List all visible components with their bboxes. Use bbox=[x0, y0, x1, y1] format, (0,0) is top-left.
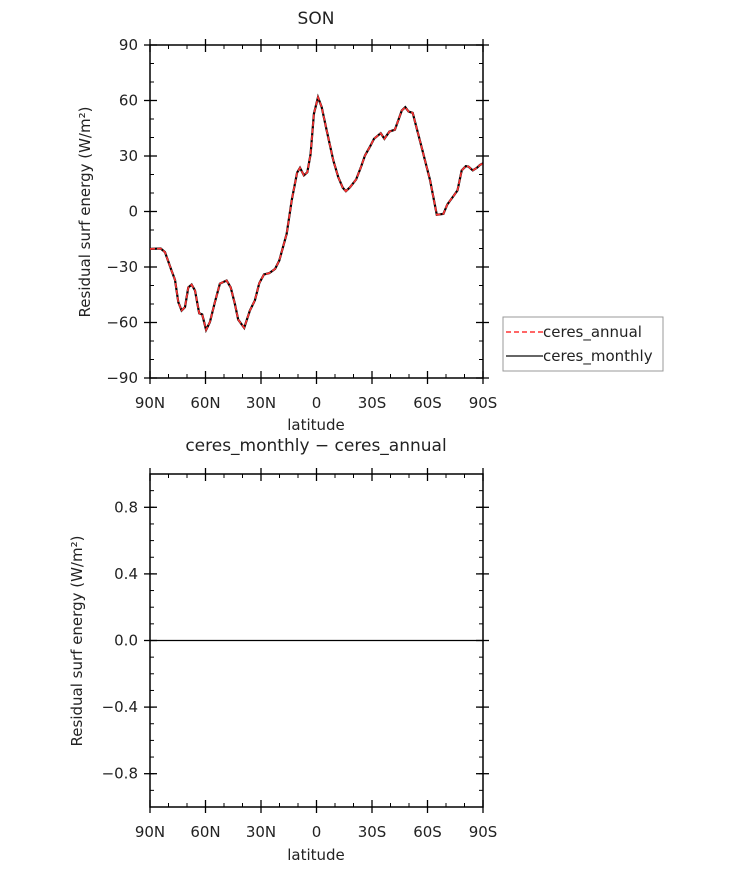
y-tick-label: 90 bbox=[119, 36, 138, 54]
y-tick-label: 0.4 bbox=[114, 565, 138, 583]
y-tick-label: −30 bbox=[106, 258, 138, 276]
x-tick-label: 0 bbox=[312, 823, 322, 841]
y-tick-label: 60 bbox=[119, 92, 138, 110]
x-tick-label: 30S bbox=[358, 823, 387, 841]
x-tick-label: 90N bbox=[135, 394, 165, 412]
legend: ceres_annual ceres_monthly bbox=[502, 316, 664, 372]
x-tick-label: 60S bbox=[413, 823, 442, 841]
top-chart-title: SON bbox=[298, 9, 335, 29]
y-tick-label: 0 bbox=[128, 203, 138, 221]
legend-label-ceres-annual: ceres_annual bbox=[543, 323, 642, 342]
y-tick-label: −0.8 bbox=[102, 765, 138, 783]
legend-label-ceres-monthly: ceres_monthly bbox=[543, 347, 653, 366]
bottom-chart-title: ceres_monthly − ceres_annual bbox=[185, 436, 446, 456]
bottom-chart-xlabel: latitude bbox=[287, 846, 345, 864]
x-tick-label: 90S bbox=[469, 823, 498, 841]
y-tick-label: −60 bbox=[106, 314, 138, 332]
top-chart: 90 60 30 0 −30 −60 −90 90N 60N 30N 0 30S 60S 90S bbox=[106, 36, 497, 412]
bottom-chart: 0.8 0.4 0.0 −0.4 −0.8 90N 60N 30N 0 30S 60S 90S bbox=[102, 468, 498, 841]
x-tick-label: 30S bbox=[358, 394, 387, 412]
y-tick-label: 0.8 bbox=[114, 498, 138, 516]
y-tick-label: 30 bbox=[119, 147, 138, 165]
x-tick-label: 30N bbox=[246, 823, 276, 841]
x-tick-label: 30N bbox=[246, 394, 276, 412]
y-tick-label: −0.4 bbox=[102, 698, 138, 716]
x-tick-label: 60N bbox=[190, 394, 220, 412]
y-tick-label: −90 bbox=[106, 369, 138, 387]
series-line-ceres-monthly bbox=[150, 93, 484, 334]
x-tick-label: 90N bbox=[135, 823, 165, 841]
x-tick-label: 60S bbox=[413, 394, 442, 412]
x-tick-label: 60N bbox=[190, 823, 220, 841]
plot-frame bbox=[149, 44, 484, 379]
y-tick-label: 0.0 bbox=[114, 632, 138, 650]
top-chart-xlabel: latitude bbox=[287, 416, 345, 434]
series-line-ceres-annual bbox=[150, 94, 484, 333]
bottom-chart-ylabel: Residual surf energy (W/m²) bbox=[68, 536, 86, 747]
top-chart-ylabel: Residual surf energy (W/m²) bbox=[76, 107, 94, 318]
x-tick-label: 0 bbox=[312, 394, 322, 412]
legend-box bbox=[502, 316, 664, 372]
x-tick-label: 90S bbox=[469, 394, 498, 412]
